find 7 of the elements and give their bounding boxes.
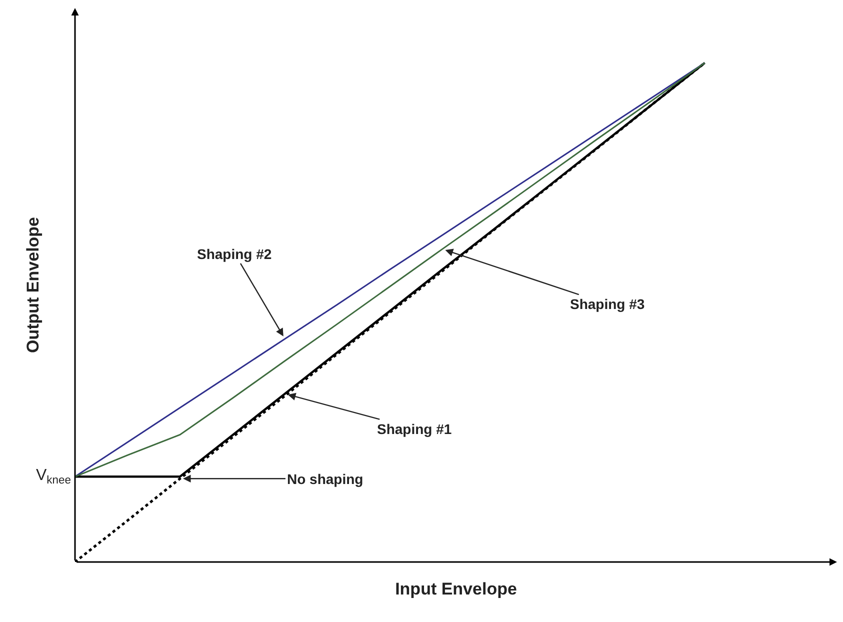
x-axis-title: Input Envelope <box>395 579 517 598</box>
y-axis-title: Output Envelope <box>24 217 43 353</box>
annotation: Shaping #3 <box>570 296 645 312</box>
annotation: Shaping #1 <box>377 421 452 437</box>
annotation: Shaping #2 <box>197 246 272 262</box>
annotation: No shaping <box>287 471 364 487</box>
annotation: V$_{knee}$ <box>36 467 71 486</box>
